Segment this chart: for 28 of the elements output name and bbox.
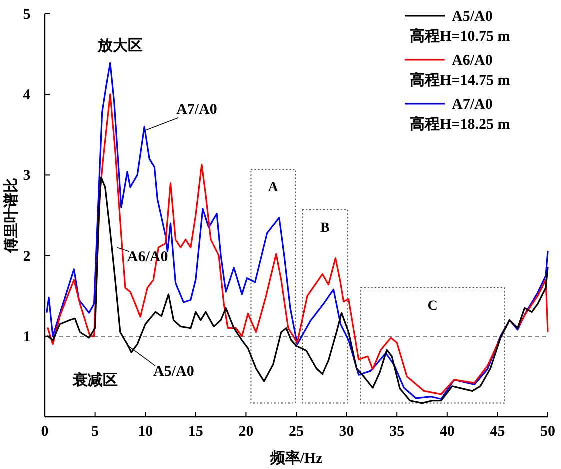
legend-label: A5/A0 高程H=10.75 m — [410, 9, 511, 45]
annotation: A5/A0 — [154, 364, 194, 380]
x-axis-title: 频率/Hz — [269, 449, 324, 467]
y-tick-label: 2 — [23, 248, 31, 265]
x-tick-label: 50 — [540, 424, 556, 440]
x-tick-label: 45 — [490, 424, 506, 440]
band-label: A — [268, 180, 280, 196]
x-tick-label: 40 — [440, 424, 455, 440]
x-tick-label: 10 — [138, 424, 154, 440]
annotation: 放大区 — [96, 37, 143, 54]
y-tick-label: 1 — [23, 329, 31, 346]
y-tick-label: 4 — [23, 88, 32, 104]
annotation: A7/A0 — [176, 102, 218, 118]
y-tick-label: 5 — [23, 7, 31, 23]
legend-label: A7/A0 高程H=18.25 m — [410, 97, 511, 133]
x-tick-label: 20 — [238, 424, 254, 440]
y-tick-label: 3 — [23, 168, 31, 184]
x-tick-label: 15 — [188, 424, 204, 440]
band-label: C — [428, 299, 438, 314]
band-label: B — [320, 220, 330, 236]
x-tick-label: 25 — [289, 424, 304, 440]
x-tick-label: 0 — [41, 424, 49, 440]
x-tick-label: 35 — [390, 424, 405, 440]
legend-label: A6/A0 高程H=14.75 m — [410, 53, 511, 89]
y-axis-title: 傅里叶谱比 — [2, 178, 20, 254]
annotation: 衰减区 — [72, 370, 118, 389]
x-tick-label: 5 — [92, 424, 100, 440]
x-tick-label: 30 — [339, 424, 354, 440]
